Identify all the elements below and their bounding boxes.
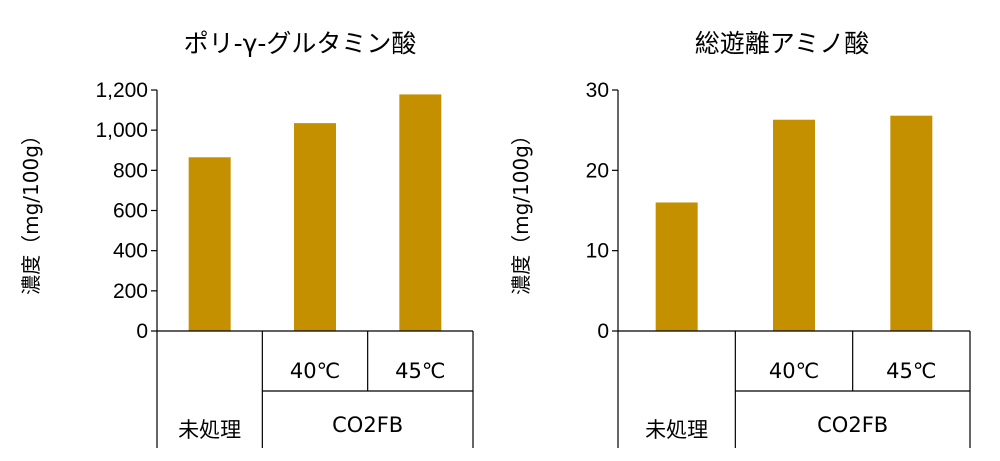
group-label: CO2FB (332, 413, 403, 437)
y-tick-label: 200 (113, 280, 148, 303)
y-tick-label: 1,000 (95, 119, 148, 142)
y-axis-label: 濃度（mg/100g） (19, 125, 43, 295)
category-label: 45℃ (395, 359, 445, 383)
category-label: 40℃ (290, 359, 340, 383)
chart-title: 総遊離アミノ酸 (695, 29, 870, 58)
y-tick-label: 10 (586, 240, 609, 263)
category-label: 未処理 (645, 418, 708, 442)
y-tick-label: 20 (586, 159, 609, 182)
bar-3 (399, 94, 442, 331)
y-tick-label: 1,200 (95, 79, 148, 102)
group-label: CO2FB (817, 413, 888, 437)
bar-2 (294, 123, 336, 331)
y-tick-label: 30 (586, 79, 609, 102)
y-tick-label: 600 (113, 200, 148, 223)
chart-title: ポリ-γ-グルタミン酸 (184, 29, 417, 58)
y-tick-label: 0 (597, 320, 609, 343)
category-label: 40℃ (769, 359, 819, 383)
bar-1 (655, 202, 698, 331)
y-tick-label: 400 (113, 240, 148, 263)
y-axis-label: 濃度（mg/100g） (509, 125, 533, 295)
category-label: 45℃ (886, 359, 936, 383)
y-tick-label: 0 (136, 320, 148, 343)
bar-2 (773, 119, 815, 332)
bar-3 (890, 115, 933, 331)
bar-1 (188, 157, 231, 331)
category-label: 未処理 (178, 418, 241, 442)
y-tick-label: 800 (113, 159, 148, 182)
